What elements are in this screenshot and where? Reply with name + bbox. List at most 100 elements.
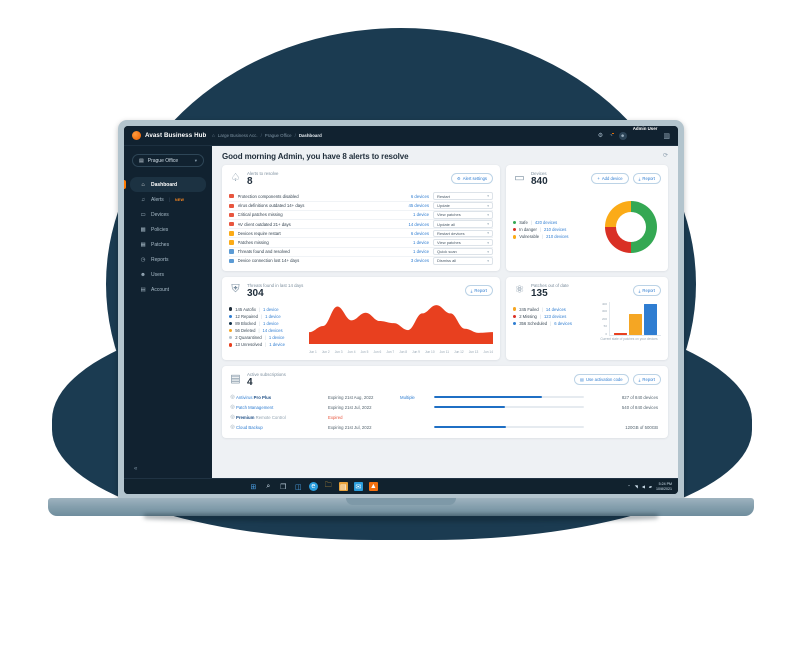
legend-value[interactable]: 210 devices: [543, 227, 567, 233]
y-axis-tick: 0: [605, 331, 607, 336]
alert-row: Devices require restart 6 devices Restart …: [229, 228, 493, 238]
subscription-progress-bar: [434, 405, 584, 409]
devices-legend: Safe | 420 devices In danger | 210 devices Vul…: [513, 220, 595, 239]
gear-icon[interactable]: ⚙: [597, 132, 604, 139]
brand[interactable]: Avast Business Hub: [124, 131, 212, 140]
legend-value[interactable]: 1 device: [263, 320, 279, 326]
alert-device-count[interactable]: 1 device: [412, 240, 429, 246]
alert-device-count[interactable]: 6 devices: [410, 230, 429, 236]
alert-action-select[interactable]: Update all ▾: [433, 220, 493, 228]
alert-action-label: Dismiss all: [437, 258, 457, 264]
office-selector[interactable]: ▤ Prague Office ▾: [132, 154, 204, 167]
apps-grid-icon[interactable]: ▥: [663, 132, 670, 140]
avatar-icon[interactable]: ☻: [618, 131, 627, 140]
breadcrumb-item-0[interactable]: Large Business Acc.: [217, 133, 258, 138]
alert-action-select[interactable]: View patches ▾: [433, 238, 493, 247]
legend-item: 89 Blocked | 1 device: [229, 321, 303, 326]
sidebar-item-dashboard[interactable]: ⌂ Dashboard: [124, 177, 206, 192]
edge-browser-icon[interactable]: e: [308, 482, 318, 491]
sidebar-item-devices[interactable]: ▭ Devices: [130, 207, 206, 222]
devices-card: ▭ Devices 840 + Add de: [506, 165, 668, 271]
legend-item: 145 Autofix | 1 device: [229, 307, 303, 312]
task-view-icon[interactable]: ❒: [280, 483, 287, 491]
sidebar-item-label: Patches: [151, 241, 170, 248]
sidebar-item-policies[interactable]: ▩ Policies: [130, 222, 206, 237]
subscriptions-report-button[interactable]: ⤓ Report: [632, 373, 661, 385]
taskbar-clock[interactable]: 5:24 PM 10/8/2021: [656, 482, 672, 490]
alert-device-count[interactable]: 14 devices: [408, 221, 429, 227]
search-icon[interactable]: ⌕: [266, 482, 271, 490]
alert-device-count[interactable]: 6 devices: [410, 193, 429, 199]
breadcrumb-item-1[interactable]: Prague Office: [264, 133, 292, 138]
alert-action-select[interactable]: View patches ▾: [433, 211, 493, 219]
sidebar-item-users[interactable]: ☻ Users: [130, 267, 206, 282]
avast-icon[interactable]: ▲: [368, 482, 378, 491]
download-icon: ⤓: [638, 376, 641, 382]
mail-icon[interactable]: ✉: [353, 482, 363, 491]
legend-value[interactable]: 14 devices: [545, 306, 566, 312]
subscription-row: ◎ Patch Management Expiring 21st Jul, 2022…: [229, 402, 661, 412]
devices-count: 840: [531, 176, 548, 187]
breadcrumb-separator: /: [260, 133, 262, 138]
legend-value[interactable]: 1 device: [268, 335, 285, 341]
report-icon: ◷: [140, 256, 146, 263]
legend-value[interactable]: 14 devices: [262, 328, 283, 334]
alert-device-count[interactable]: 45 devices: [408, 203, 429, 209]
subscription-name[interactable]: Premium Remote Control: [236, 414, 286, 420]
legend-item: In danger | 210 devices: [513, 227, 595, 232]
legend-value[interactable]: 6 devices: [554, 320, 572, 326]
battery-icon[interactable]: ▰: [648, 484, 652, 489]
severity-indicator: [229, 240, 234, 245]
alert-device-count[interactable]: 3 devices: [410, 258, 429, 264]
severity-indicator: [229, 231, 234, 236]
threats-report-button[interactable]: ⤓ Report: [464, 285, 493, 296]
subscription-name[interactable]: Antivirus Pro Plus: [236, 394, 272, 400]
legend-value[interactable]: 123 devices: [543, 313, 567, 319]
subscription-name[interactable]: Patch Management: [236, 404, 274, 410]
legend-color-dot: [229, 336, 233, 340]
use-activation-code-button[interactable]: ▤ Use activation code: [574, 373, 629, 385]
notification-bell-icon[interactable]: ◔: [609, 131, 615, 139]
file-explorer-icon[interactable]: 🗀: [324, 482, 332, 489]
subscriptions-report-label: Report: [642, 376, 655, 382]
volume-icon[interactable]: ◀: [641, 484, 645, 489]
alert-device-count[interactable]: 1 device: [412, 249, 429, 255]
alert-action-select[interactable]: Quick scan ▾: [433, 248, 493, 256]
sidebar-item-reports[interactable]: ◷ Reports: [130, 252, 206, 267]
refresh-icon[interactable]: ⟳: [662, 153, 668, 159]
sidebar-item-patches[interactable]: ▦ Patches: [130, 237, 206, 252]
alert-device-count[interactable]: 1 device: [412, 212, 429, 218]
alert-name: Protection components disabled: [237, 193, 299, 199]
collapse-chevron-icon[interactable]: «: [134, 466, 138, 472]
widgets-icon[interactable]: ◫: [294, 483, 302, 491]
sidebar-item-alerts[interactable]: ♫ Alerts | NEW: [130, 192, 206, 207]
subscription-multiple[interactable]: Multiple: [400, 394, 415, 400]
legend-value[interactable]: 1 device: [269, 342, 285, 348]
legend-value[interactable]: 420 devices: [534, 220, 558, 226]
chevron-up-icon[interactable]: ⌃: [627, 484, 631, 489]
alert-name: Device connection lost 14+ days: [237, 258, 300, 264]
subscription-name[interactable]: Cloud Backup: [236, 424, 263, 430]
legend-value[interactable]: 1 device: [265, 313, 281, 319]
threats-legend: 145 Autofix | 1 device 12 Repaired | 1 device…: [229, 307, 303, 354]
sidebar-item-account[interactable]: ▤ Account: [130, 282, 206, 297]
subscription-row: ◎ Cloud Backup Expiring 21st Jul, 2022 120G…: [229, 422, 661, 432]
legend-value[interactable]: 1 device: [263, 306, 279, 312]
alert-action-select[interactable]: Update ▾: [433, 202, 493, 210]
shield-icon: ⛨: [231, 283, 240, 295]
alert-action-select[interactable]: Dismiss all ▾: [433, 257, 493, 265]
legend-separator: |: [258, 320, 260, 326]
patches-report-button[interactable]: ⤓ Report: [632, 285, 661, 296]
microsoft-store-icon[interactable]: ▤: [338, 482, 348, 491]
alert-row: Virus definitions outdated 14+ days 45 de…: [229, 200, 493, 210]
alert-action-select[interactable]: Restart devices ▾: [433, 229, 493, 238]
wifi-icon[interactable]: ◥: [634, 484, 638, 489]
alert-row: Threats found and resolved 1 device Quick …: [229, 246, 493, 256]
add-device-button[interactable]: + Add device: [591, 173, 629, 184]
devices-report-button[interactable]: ⤓ Report: [632, 173, 661, 184]
alert-action-select[interactable]: Restart ▾: [433, 192, 493, 200]
legend-value[interactable]: 210 devices: [546, 234, 569, 240]
alert-settings-button[interactable]: ⚙ Alert settings: [451, 173, 493, 184]
sidebar-item-label: Alerts: [151, 196, 164, 203]
start-icon[interactable]: ⊞: [250, 483, 257, 491]
